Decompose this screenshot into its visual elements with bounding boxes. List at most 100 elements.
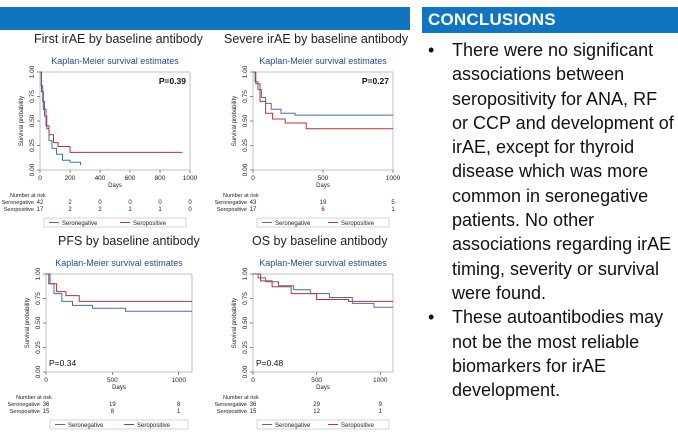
legend-label: Seropositive xyxy=(137,423,171,429)
risk-table-header: Number at risk xyxy=(223,395,259,401)
risk-count: 43 xyxy=(250,200,257,206)
conclusion-text: These autoantibodies may not be the most… xyxy=(452,307,664,401)
risk-count: 19 xyxy=(109,402,116,408)
legend-label: Seronegative xyxy=(275,423,311,429)
risk-count: 1 xyxy=(158,207,162,213)
y-tick-label: 0.75 xyxy=(242,90,249,103)
risk-count: 2 xyxy=(98,207,102,213)
plot-frame xyxy=(252,71,394,171)
conclusion-text: There were no significant associations b… xyxy=(452,40,674,303)
risk-count: 19 xyxy=(320,200,327,206)
legend-box xyxy=(256,419,390,430)
risk-row-label: Seronegative xyxy=(215,200,247,206)
risk-count: 1 xyxy=(379,409,383,415)
km-chart-severe-irae: Kaplan-Meier survival estimates 0.00 0.25 0… xyxy=(215,56,401,228)
risk-row-label: Seronegative xyxy=(8,402,40,408)
chart-heading: Kaplan-Meier survival estimates xyxy=(259,56,387,66)
risk-count: 17 xyxy=(37,207,44,213)
legend-label: Seronegative xyxy=(275,221,311,227)
risk-count: 36 xyxy=(43,402,50,408)
risk-count: 1 xyxy=(177,409,181,415)
legend-label: Seronegative xyxy=(68,423,104,429)
legend-label: Seropositive xyxy=(133,221,167,227)
risk-count: 0 xyxy=(158,200,162,206)
y-tick-label: 0.50 xyxy=(242,316,249,329)
risk-count: 1 xyxy=(128,207,132,213)
y-tick-label: 1.00 xyxy=(242,65,249,78)
x-axis-label: Days xyxy=(316,385,330,391)
chart-heading: Kaplan-Meier survival estimates xyxy=(55,258,183,268)
risk-row-label: Seronegative xyxy=(2,200,34,206)
y-tick-label: 0.75 xyxy=(35,292,42,305)
y-tick-label: 0.25 xyxy=(242,341,249,354)
y-tick-label: 0.75 xyxy=(242,292,249,305)
y-tick-label: 0.00 xyxy=(35,365,42,378)
bullet-icon: • xyxy=(428,307,435,328)
x-tick-label: 400 xyxy=(95,175,106,182)
p-value: P=0.27 xyxy=(362,76,389,86)
risk-count: 17 xyxy=(250,207,257,213)
y-tick-label: 1.00 xyxy=(242,267,249,280)
risk-count: 6 xyxy=(321,207,325,213)
x-tick-label: 0 xyxy=(251,377,255,384)
km-curve-seropositive xyxy=(253,273,393,302)
p-value: P=0.34 xyxy=(49,358,76,368)
risk-table-header: Number at risk xyxy=(16,395,52,401)
x-tick-label: 0 xyxy=(44,377,48,384)
y-tick-label: 0.50 xyxy=(29,114,36,127)
y-tick-label: 1.00 xyxy=(35,267,42,280)
risk-row-label: Seropositive xyxy=(10,409,40,415)
plot-frame xyxy=(252,273,394,373)
y-tick-label: 0.00 xyxy=(242,163,249,176)
conclusions-list: • There were no significant associations … xyxy=(426,38,676,402)
y-tick-label: 0.25 xyxy=(35,341,42,354)
km-curve-seronegative xyxy=(40,71,81,166)
risk-row-label: Seropositive xyxy=(4,207,34,213)
plot-frame xyxy=(39,71,191,171)
y-tick-label: 0.50 xyxy=(35,316,42,329)
x-tick-label: 800 xyxy=(155,175,166,182)
panel-title-first-irae: First irAE by baseline antibody xyxy=(34,32,203,46)
risk-count: 0 xyxy=(188,207,192,213)
risk-count: 0 xyxy=(128,200,132,206)
p-value: P=0.48 xyxy=(256,358,283,368)
legend-box xyxy=(43,217,187,228)
conclusions-header: CONCLUSIONS xyxy=(422,7,678,33)
risk-count: 8 xyxy=(177,402,181,408)
y-axis-label: Survival probability xyxy=(19,96,25,146)
y-tick-label: 0.00 xyxy=(242,365,249,378)
risk-table-header: Number at risk xyxy=(223,193,259,199)
km-curve-seropositive xyxy=(40,71,183,153)
x-tick-label: 1000 xyxy=(386,175,401,182)
x-tick-label: 200 xyxy=(65,175,76,182)
x-tick-label: 0 xyxy=(251,175,255,182)
x-tick-label: 500 xyxy=(311,377,322,384)
risk-count: 42 xyxy=(37,200,44,206)
km-curve-seropositive xyxy=(46,273,192,302)
risk-count: 36 xyxy=(250,402,257,408)
risk-row-label: Seronegative xyxy=(215,402,247,408)
p-value: P=0.39 xyxy=(159,76,186,86)
risk-count: 9 xyxy=(379,402,383,408)
x-tick-label: 1000 xyxy=(373,377,388,384)
risk-count: 8 xyxy=(111,409,115,415)
x-axis-label: Days xyxy=(112,385,126,391)
legend-label: Seronegative xyxy=(62,221,98,227)
legend-box xyxy=(256,217,390,228)
km-chart-pfs: Kaplan-Meier survival estimates 0.00 0.25 0… xyxy=(8,258,193,430)
chart-heading: Kaplan-Meier survival estimates xyxy=(51,56,179,66)
y-tick-label: 1.00 xyxy=(29,65,36,78)
y-axis-label: Survival probability xyxy=(25,298,31,348)
bullet-icon: • xyxy=(428,40,435,60)
x-tick-label: 600 xyxy=(125,175,136,182)
risk-count: 0 xyxy=(98,200,102,206)
risk-row-label: Seropositive xyxy=(217,409,247,415)
km-chart-os: Kaplan-Meier survival estimates 0.00 0.25 0… xyxy=(215,258,394,430)
chart-heading: Kaplan-Meier survival estimates xyxy=(259,258,387,268)
x-axis-label: Days xyxy=(108,183,122,189)
y-tick-label: 0.75 xyxy=(29,90,36,103)
km-curve-seronegative xyxy=(253,273,393,308)
x-tick-label: 500 xyxy=(318,175,329,182)
risk-count: 15 xyxy=(43,409,50,415)
risk-count: 15 xyxy=(250,409,257,415)
